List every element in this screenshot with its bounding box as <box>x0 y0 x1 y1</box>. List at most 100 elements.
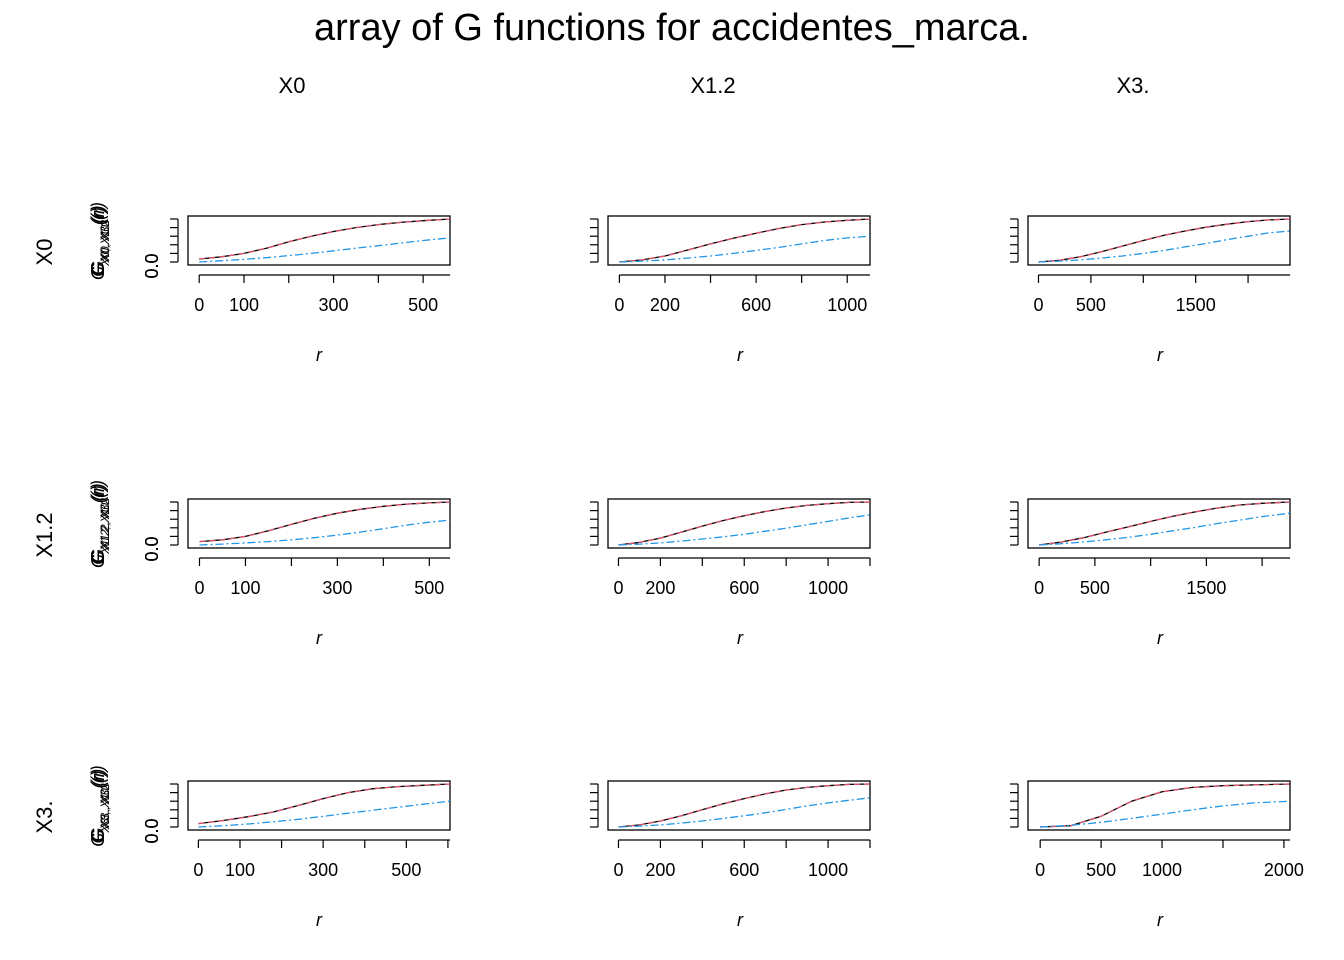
series-line-reference <box>198 800 451 828</box>
x-axis-title: r <box>1157 628 1164 648</box>
x-tick-label: 100 <box>230 578 260 598</box>
series-line-theoretical <box>199 218 451 260</box>
y-axis-title-g: G <box>88 263 108 277</box>
x-tick-label: 1500 <box>1176 295 1216 315</box>
x-tick-label: 0 <box>613 578 623 598</box>
y-axis-title-arg: (r) <box>88 765 108 783</box>
main-title: array of G functions for accidentes_marc… <box>314 7 1030 49</box>
row-label: X1.2 <box>32 512 57 557</box>
series-line-observed <box>199 218 451 260</box>
x-axis-title: r <box>737 910 744 930</box>
x-tick-label: 500 <box>414 578 444 598</box>
x-tick-label: 0 <box>194 295 204 315</box>
x-tick-label: 100 <box>229 295 259 315</box>
x-axis-title: r <box>1157 345 1164 365</box>
y-axis-title: GX0, X3.(r) <box>88 205 112 276</box>
y-axis-title-subscript: X1.2, X3. <box>98 501 112 551</box>
y-axis-title: GX3., X3.(r) <box>88 769 112 844</box>
y-tick-label: 0.0 <box>142 536 162 561</box>
x-axis-title: r <box>737 628 744 648</box>
y-axis-title-subscript: X1.2, X1.2 <box>98 498 112 555</box>
column-label: X3. <box>1116 73 1149 98</box>
x-tick-label: 500 <box>408 295 438 315</box>
row-label: X0 <box>32 239 57 266</box>
x-tick-label: 1000 <box>808 860 848 880</box>
plot-frame <box>1027 215 1291 266</box>
y-axis-title-arg: (r) <box>88 770 108 788</box>
y-axis-title-subscript: X1.2, X0 <box>98 503 112 550</box>
x-tick-label: 0 <box>614 295 624 315</box>
plot-frame <box>1027 498 1291 549</box>
y-tick-label: 0.0 <box>142 818 162 843</box>
y-axis-title-g: G <box>88 266 108 280</box>
panel: 0.0 GX0, X3.(r) 0 500 1500 r <box>88 205 1291 365</box>
x-tick-label: 2000 <box>1264 860 1304 880</box>
y-axis-title-arg: (r) <box>88 207 108 225</box>
x-tick-label: 1000 <box>1142 860 1182 880</box>
plot-frame <box>607 498 871 549</box>
x-tick-label: 1000 <box>808 578 848 598</box>
plot-frame <box>607 780 871 831</box>
y-axis-title-arg: (r) <box>88 485 108 503</box>
y-axis-title-arg: (r) <box>88 480 108 498</box>
x-tick-label: 0 <box>193 860 203 880</box>
y-axis-title: GX3., X1.2(r) <box>88 765 112 846</box>
x-tick-label: 200 <box>645 578 675 598</box>
y-tick-label: 0.0 <box>142 253 162 278</box>
x-tick-label: 500 <box>391 860 421 880</box>
y-axis-title-g: G <box>88 554 108 568</box>
plot-frame <box>187 780 451 831</box>
y-tick-label: 0.0 <box>142 818 162 843</box>
x-tick-label: 200 <box>650 295 680 315</box>
y-axis-title-subscript: X3., X3. <box>98 787 112 831</box>
y-tick-label: 0.0 <box>142 536 162 561</box>
y-axis-title-subscript: X3., X1.2 <box>98 783 112 834</box>
series-line-observed <box>619 218 871 263</box>
x-tick-label: 1000 <box>827 295 867 315</box>
y-tick-label: 0.0 <box>142 253 162 278</box>
y-axis-title-g: G <box>88 828 108 842</box>
series-line-reference <box>618 514 871 546</box>
column-label: X1.2 <box>690 73 735 98</box>
series-line-reference <box>1039 512 1291 546</box>
series-line-reference <box>1040 800 1291 828</box>
x-tick-label: 500 <box>1076 295 1106 315</box>
x-axis-title: r <box>737 345 744 365</box>
series-line-theoretical <box>618 501 871 546</box>
x-tick-label: 1500 <box>1186 578 1226 598</box>
x-tick-label: 0 <box>1034 578 1044 598</box>
x-tick-label: 600 <box>729 578 759 598</box>
y-axis-title-arg: (r) <box>88 769 108 787</box>
series-line-theoretical <box>199 501 451 543</box>
x-tick-label: 0 <box>194 578 204 598</box>
series-line-observed <box>1038 218 1291 263</box>
y-axis-title-subscript: X0, X3. <box>98 223 112 263</box>
series-line-observed <box>1039 501 1291 546</box>
panel: 0.0 GX3., X3.(r) 0 500 1000 2000 r <box>88 769 1304 930</box>
y-tick-label: 0.0 <box>142 253 162 278</box>
series-line-observed <box>1040 783 1291 828</box>
x-tick-label: 200 <box>645 860 675 880</box>
x-tick-label: 300 <box>319 295 349 315</box>
plot-frame <box>187 498 451 549</box>
panel: 0.0 GX0, X0(r) 0 100 300 500 r <box>88 207 451 365</box>
x-tick-label: 600 <box>741 295 771 315</box>
x-tick-label: 300 <box>308 860 338 880</box>
series-line-reference <box>1038 230 1291 263</box>
y-axis-title-g: G <box>88 549 108 563</box>
x-tick-label: 500 <box>1080 578 1110 598</box>
y-axis-title-subscript: X0, X1.2 <box>98 220 112 267</box>
y-axis-title: GX0, X1.2(r) <box>88 202 112 280</box>
series-line-reference <box>199 519 451 546</box>
x-tick-label: 300 <box>322 578 352 598</box>
plot-frame <box>187 215 451 266</box>
series-line-reference <box>199 237 451 263</box>
y-axis-title-g: G <box>88 261 108 275</box>
row-label: X3. <box>32 800 57 833</box>
